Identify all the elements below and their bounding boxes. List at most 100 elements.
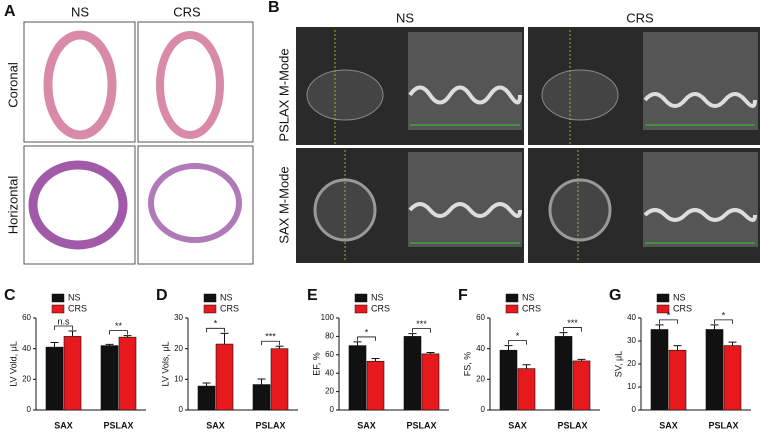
- error-bar: [710, 324, 719, 330]
- y-tick-label: 0: [330, 405, 335, 414]
- bar: [403, 336, 422, 411]
- y-tick-label: 20: [627, 359, 636, 368]
- column-title: CRS: [626, 10, 654, 25]
- legend-label: CRS: [522, 303, 541, 313]
- y-axis-title: SV, μL: [613, 351, 623, 377]
- y-tick-label: 60: [476, 313, 485, 322]
- y-tick-label: 60: [325, 350, 334, 359]
- error-bar: [728, 341, 737, 346]
- column-title: CRS: [173, 4, 201, 19]
- y-tick-label: 0: [481, 405, 486, 414]
- row-title: SAX M-Mode: [276, 166, 291, 243]
- error-bar: [673, 345, 682, 351]
- significance-bracket: [109, 330, 128, 335]
- y-tick-label: 20: [22, 374, 31, 383]
- y-tick-label: 40: [22, 344, 31, 353]
- bar: [499, 349, 518, 411]
- error-bar: [522, 364, 531, 369]
- y-tick-label: 0: [632, 405, 637, 414]
- error-bar: [408, 333, 417, 337]
- y-tick-label: 20: [476, 374, 485, 383]
- legend-swatch: [354, 304, 368, 314]
- legend-label: CRS: [220, 303, 239, 313]
- legend-swatch: [51, 304, 65, 314]
- significance-bracket: [206, 327, 225, 333]
- bar: [197, 385, 216, 411]
- legend-label: NS: [68, 292, 81, 302]
- significance-label: *: [365, 327, 369, 337]
- significance-bracket: [357, 336, 376, 341]
- error-bar: [426, 352, 435, 354]
- legend-swatch: [656, 304, 670, 314]
- significance-bracket: [563, 327, 582, 332]
- y-tick-label: 100: [321, 313, 335, 322]
- y-axis-title: FS, %: [462, 352, 472, 377]
- legend-label: CRS: [673, 303, 692, 313]
- y-tick-label: 30: [627, 336, 636, 345]
- error-bar: [68, 330, 77, 337]
- panel-label: C: [4, 287, 16, 304]
- legend-label: NS: [522, 292, 535, 302]
- error-bar: [202, 382, 211, 387]
- significance-label: *: [214, 319, 218, 329]
- error-bar: [123, 335, 132, 338]
- legend-label: NS: [220, 292, 233, 302]
- bar: [366, 360, 385, 411]
- legend-swatch: [51, 293, 65, 303]
- legend-label: NS: [371, 292, 384, 302]
- x-tick-label: SAX: [206, 420, 225, 430]
- y-tick-label: 40: [476, 344, 485, 353]
- y-tick-label: 60: [22, 313, 31, 322]
- y-tick-label: 40: [627, 313, 636, 322]
- bar: [252, 384, 271, 411]
- bar: [554, 336, 573, 411]
- y-tick-label: 80: [325, 332, 334, 341]
- bar: [348, 345, 367, 411]
- legend-label: NS: [673, 292, 686, 302]
- legend-swatch: [203, 304, 217, 314]
- x-tick-label: SAX: [54, 420, 73, 430]
- bar: [572, 360, 591, 411]
- error-bar: [577, 358, 586, 361]
- bar: [650, 329, 669, 411]
- error-bar: [371, 357, 380, 362]
- error-bar: [353, 341, 362, 346]
- legend-label: CRS: [371, 303, 390, 313]
- significance-label: *: [667, 310, 671, 320]
- y-tick-label: 40: [325, 368, 334, 377]
- legend-swatch: [505, 304, 519, 314]
- panel-label: B: [268, 0, 280, 16]
- row-title: Horizontal: [5, 176, 20, 235]
- column-title: NS: [396, 10, 414, 25]
- bar: [517, 368, 536, 411]
- y-tick-label: 0: [179, 405, 184, 414]
- significance-label: n.s: [57, 316, 70, 326]
- row-title: Coronal: [5, 62, 20, 108]
- error-bar: [559, 332, 568, 337]
- error-bar: [504, 345, 513, 351]
- panel-label: D: [156, 287, 168, 304]
- significance-bracket: [54, 325, 73, 331]
- row-title: PSLAX M-Mode: [276, 48, 291, 141]
- x-tick-label: PSLAX: [557, 420, 587, 430]
- bar: [118, 336, 137, 411]
- y-axis-title: EF, %: [311, 352, 321, 376]
- column-title: NS: [71, 4, 89, 19]
- x-tick-label: SAX: [357, 420, 376, 430]
- legend-swatch: [656, 293, 670, 303]
- x-tick-label: SAX: [508, 420, 527, 430]
- significance-bracket: [261, 340, 280, 346]
- error-bar: [50, 342, 59, 348]
- significance-bracket: [714, 319, 733, 324]
- x-tick-label: PSLAX: [406, 420, 436, 430]
- echo-images: [296, 27, 760, 263]
- y-axis-title: LV Vols, μL: [160, 341, 170, 386]
- significance-bracket: [412, 328, 431, 333]
- x-tick-label: PSLAX: [708, 420, 738, 430]
- legend-swatch: [354, 293, 368, 303]
- y-axis-title: LV Vold, μL: [8, 341, 18, 387]
- error-bar: [257, 378, 266, 385]
- panel-label: G: [609, 287, 621, 304]
- error-bar: [275, 345, 284, 349]
- y-tick-label: 20: [325, 387, 334, 396]
